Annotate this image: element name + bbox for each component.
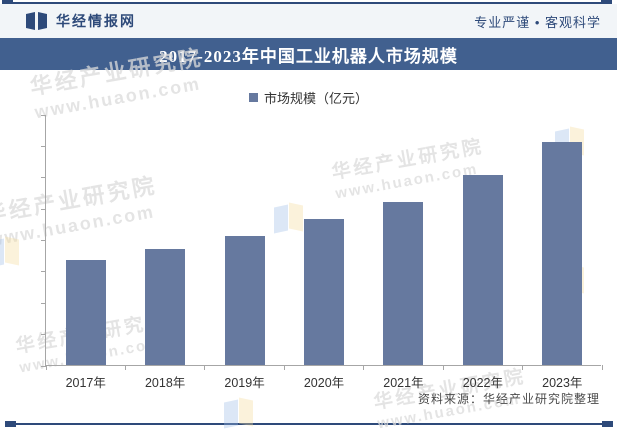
legend-label: 市场规模（亿元） (263, 90, 368, 106)
rule-left-cap (5, 421, 16, 427)
brand-name: 华经情报网 (56, 13, 136, 29)
x-axis-label: 2022年 (462, 376, 503, 390)
header-slogan: 专业严谨 • 客观科学 (474, 14, 601, 30)
logo-watermark-icon (0, 236, 22, 270)
y-axis-tick (41, 302, 46, 304)
rule-right-cap (601, 0, 612, 6)
x-axis-tick (442, 365, 444, 370)
bar-2021年 (383, 201, 424, 365)
x-axis-label: 2018年 (144, 376, 186, 390)
rule-left-cap (2, 0, 13, 6)
x-axis-label: 2020年 (303, 376, 345, 390)
y-axis-tick (41, 114, 46, 116)
x-axis-tick (283, 365, 285, 370)
brand: 华经情报网 (26, 11, 136, 31)
x-axis-tick (124, 365, 126, 370)
header-bar: 华经情报网 专业严谨 • 客观科学 (0, 4, 617, 38)
y-axis-tick (41, 145, 46, 147)
bar-2017年 (65, 259, 106, 365)
x-axis-label: 2021年 (383, 376, 424, 390)
data-source-note: 资料来源：华经产业研究院整理 (417, 392, 600, 406)
x-axis-tick (45, 365, 47, 370)
x-axis-label: 2019年 (224, 376, 265, 390)
y-axis-tick (41, 177, 46, 179)
y-axis-tick (41, 240, 46, 241)
x-axis-label: 2023年 (542, 376, 583, 390)
bar-2022年 (462, 174, 503, 365)
bar-2023年 (542, 142, 583, 365)
x-axis-tick (204, 365, 206, 370)
y-axis-tick (41, 271, 46, 273)
chart-title: 2017-2023年中国工业机器人市场规模 (159, 46, 458, 66)
bar-2018年 (145, 248, 186, 365)
logo-watermark-icon (222, 397, 256, 431)
chart-legend: 市场规模（亿元） (0, 88, 617, 106)
huajing-logo-icon (26, 12, 47, 30)
y-axis-tick (41, 334, 46, 336)
y-axis-tick (41, 365, 46, 367)
y-axis-tick (41, 208, 46, 210)
x-axis-tick (363, 365, 365, 370)
top-accent-rule (2, 0, 612, 6)
bottom-accent-rule (5, 421, 613, 427)
chart-title-band: 2017-2023年中国工业机器人市场规模 (0, 38, 617, 70)
x-axis-tick (601, 365, 603, 370)
bar-chart-plot-area: 2017年 2018年 2019年 2020年 2021年 2022年 2023年 (41, 114, 603, 390)
rule-right-cap (602, 421, 613, 427)
x-axis-label: 2017年 (65, 376, 106, 390)
legend-swatch (248, 92, 258, 102)
bar-2019年 (224, 235, 265, 365)
x-axis-tick (522, 365, 524, 370)
bar-2020年 (304, 219, 344, 365)
